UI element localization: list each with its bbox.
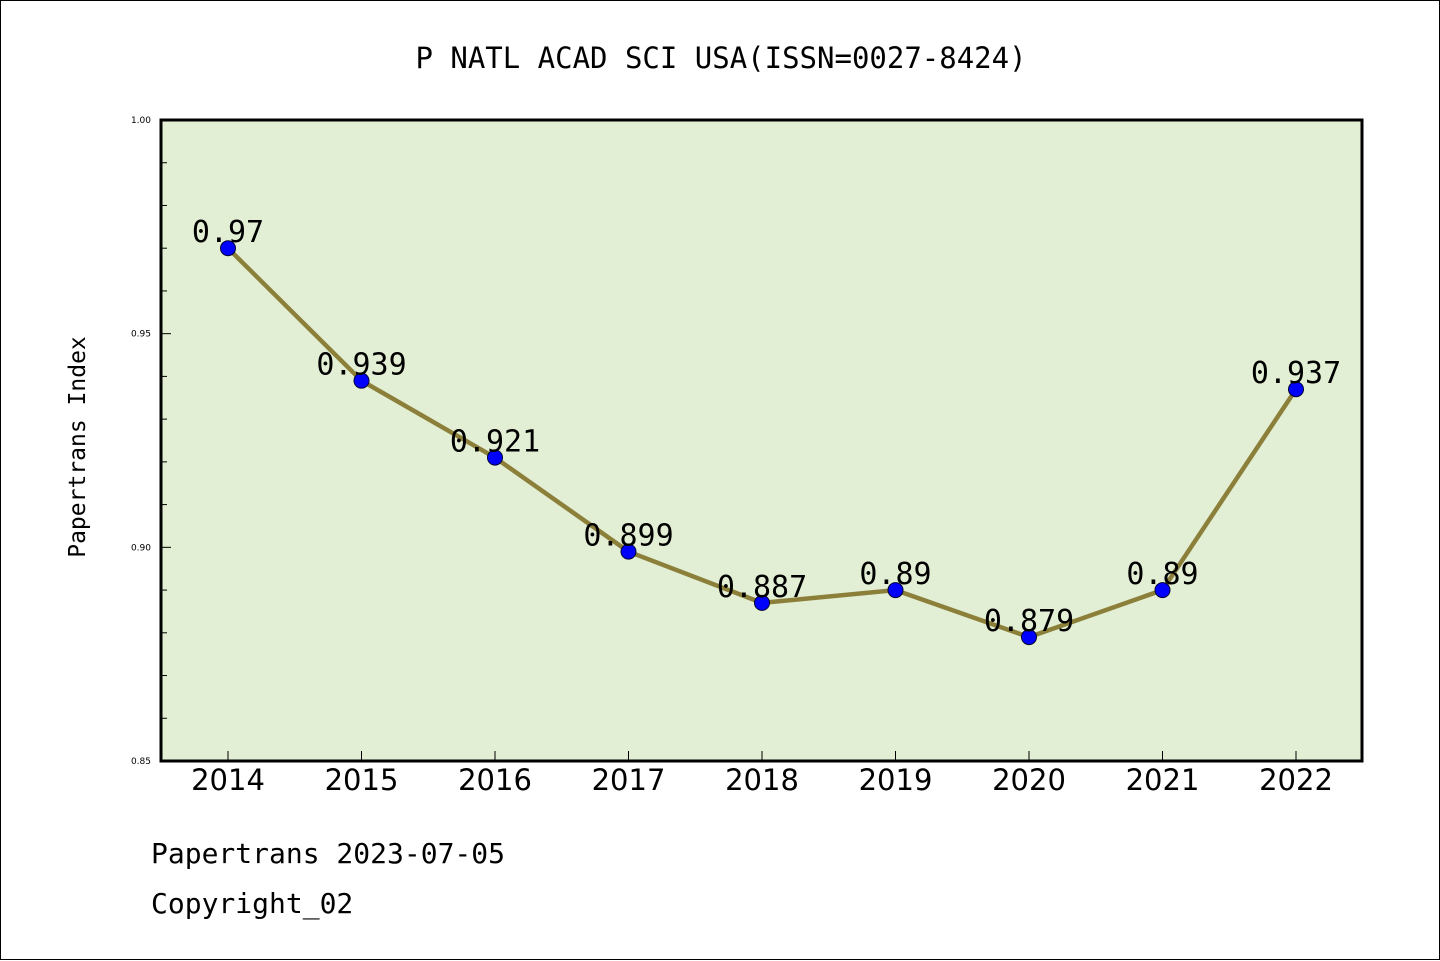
data-point-marker bbox=[620, 543, 637, 560]
data-label: 0.937 bbox=[1251, 356, 1341, 391]
data-point-marker bbox=[1288, 381, 1304, 398]
series-markers bbox=[220, 240, 1304, 646]
y-axis-ticks bbox=[161, 119, 171, 762]
chart-title: P NATL ACAD SCI USA(ISSN=0027-8424) bbox=[415, 41, 1026, 75]
y-tick-label: 0.90 bbox=[131, 543, 151, 553]
data-label: 0.97 bbox=[192, 215, 264, 250]
plot-area bbox=[159, 118, 1364, 763]
y-tick-label: 0.85 bbox=[131, 757, 151, 767]
x-tick-label: 2022 bbox=[1259, 763, 1333, 797]
data-label: 0.899 bbox=[583, 519, 673, 554]
data-point-marker bbox=[220, 240, 236, 257]
x-tick-label: 2020 bbox=[992, 763, 1066, 797]
y-axis-tick-labels: 0.85 0.90 0.95 1.00 bbox=[131, 116, 151, 767]
data-point-marker bbox=[754, 594, 770, 611]
footer-date: Papertrans 2023-07-05 bbox=[151, 837, 506, 870]
x-axis-tick-labels: 2014 2015 2016 2017 2018 2019 2020 2021 2022 bbox=[191, 763, 1333, 797]
data-label: 0.89 bbox=[859, 557, 931, 592]
data-point-marker bbox=[1021, 629, 1037, 646]
x-axis-ticks bbox=[227, 751, 1297, 761]
x-tick-label: 2017 bbox=[592, 763, 666, 797]
data-labels: 0.97 0.939 0.921 0.899 0.887 0.89 0.879 0.89 0.9… bbox=[192, 215, 1341, 639]
x-tick-label: 2021 bbox=[1126, 763, 1200, 797]
x-tick-label: 2016 bbox=[458, 763, 532, 797]
data-label: 0.879 bbox=[984, 604, 1074, 639]
data-label: 0.887 bbox=[717, 570, 807, 605]
x-tick-label: 2018 bbox=[725, 763, 799, 797]
x-tick-label: 2014 bbox=[191, 763, 265, 797]
data-point-marker bbox=[1154, 582, 1171, 599]
data-label: 0.89 bbox=[1126, 557, 1198, 592]
y-axis-title: Papertrans Index bbox=[65, 336, 91, 558]
data-label: 0.921 bbox=[450, 425, 540, 460]
x-tick-label: 2015 bbox=[325, 763, 399, 797]
data-point-marker bbox=[487, 449, 503, 466]
y-tick-label: 0.95 bbox=[131, 330, 151, 340]
data-label: 0.939 bbox=[316, 348, 406, 383]
footer-copyright: Copyright_02 bbox=[151, 887, 354, 920]
y-tick-label: 1.00 bbox=[131, 116, 151, 126]
data-point-marker bbox=[887, 582, 904, 599]
x-tick-label: 2019 bbox=[859, 763, 933, 797]
data-point-marker bbox=[353, 372, 370, 389]
